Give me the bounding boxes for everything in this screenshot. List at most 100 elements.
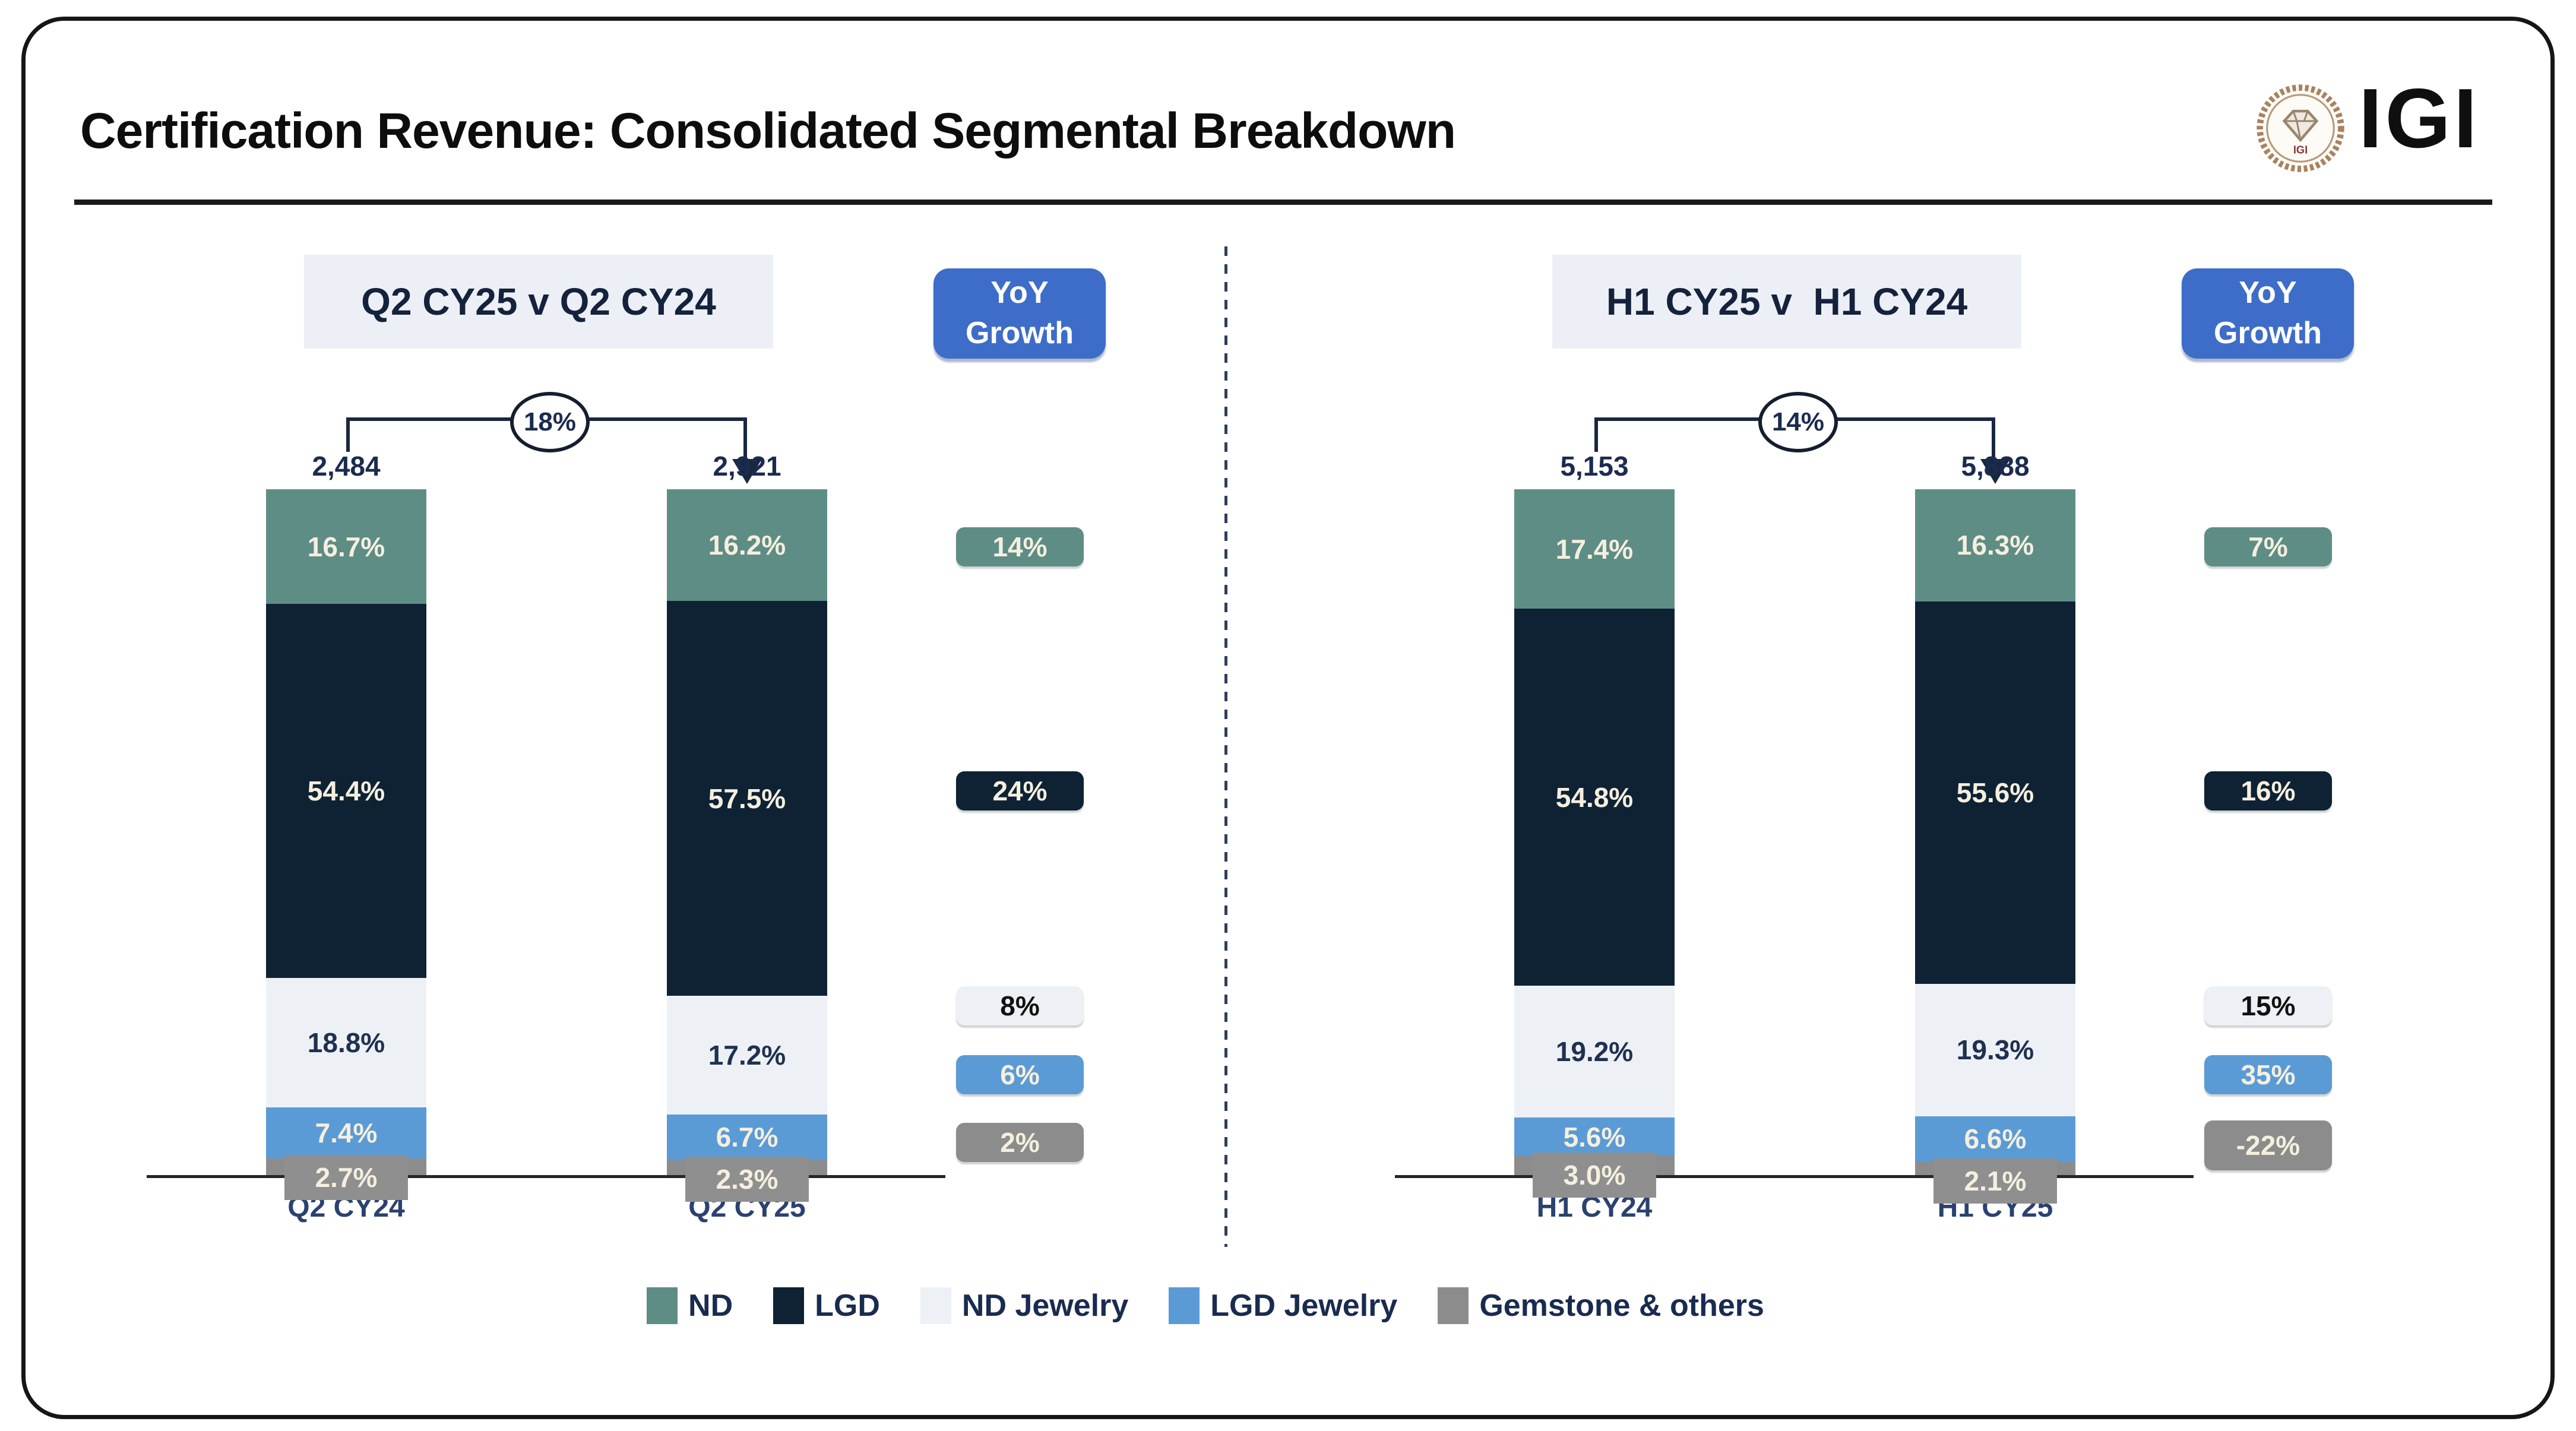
x-axis-line [1395, 1175, 2194, 1178]
total-growth-value: 18% [523, 407, 577, 436]
stacked-bar-q2cy24: 16.7% 54.4% 18.8% 7.4% 2.7% [266, 489, 426, 1200]
stacked-bar-h1cy25: 16.3% 55.6% 19.3% 6.6% 2.1% [1915, 489, 2075, 1204]
total-growth-value: 14% [1771, 407, 1825, 436]
bar-segment-lgd: 54.4% [266, 604, 426, 979]
svg-text:IGI: IGI [2293, 144, 2308, 156]
segment-value-tag: 2.1% [1933, 1158, 2057, 1204]
bar-segment-nd: 16.7% [266, 489, 426, 604]
bar-segment-gemstone: 3.0% [1514, 1153, 1675, 1198]
legend-swatch-icon [1438, 1287, 1469, 1324]
page-title: Certification Revenue: Consolidated Segm… [80, 103, 1456, 159]
chart-panel-q2: Q2 CY25 v Q2 CY24 YoY Growth 18% 2,484 2… [147, 255, 1106, 1223]
legend-label: LGD Jewelry [1210, 1288, 1398, 1323]
bar-segment-nd: 16.2% [667, 489, 827, 601]
bar-segment-lgd: 55.6% [1915, 601, 2075, 984]
segment-value-label: 54.4% [307, 775, 385, 807]
slide-border [21, 17, 2555, 1419]
bar-segment-lgd-jewelry: 6.6% [1915, 1116, 2075, 1162]
segment-value-label: 16.2% [708, 529, 786, 561]
igi-logo-text: IGI [2359, 71, 2480, 166]
legend-item-gemstone: Gemstone & others [1438, 1287, 1764, 1324]
bar-total: 2,484 [312, 451, 381, 482]
segment-value-label: 16.7% [307, 531, 385, 562]
growth-badge-nd: 14% [956, 527, 1084, 566]
bar-segment-nd-jewelry: 19.2% [1514, 986, 1675, 1118]
segment-value-tag: 3.0% [1533, 1153, 1656, 1198]
growth-arrow-head-icon [1980, 459, 2010, 484]
legend-label: ND [688, 1288, 733, 1323]
yoy-label-line1: YoY [990, 276, 1049, 311]
segment-value-label: 17.4% [1555, 533, 1634, 565]
bar-total: 2,921 [713, 451, 781, 482]
yoy-growth-badge: YoY Growth [933, 268, 1106, 359]
legend-item-nd: ND [647, 1287, 733, 1324]
bar-segment-lgd: 54.8% [1514, 609, 1675, 986]
legend-item-lgd-jewelry: LGD Jewelry [1169, 1287, 1397, 1324]
period-header: H1 CY25 v H1 CY24 [1552, 255, 2021, 349]
legend-item-lgd: LGD [773, 1287, 880, 1324]
segment-value-label: 19.3% [1956, 1034, 2034, 1066]
growth-badge-nd-jewelry: 15% [2204, 986, 2332, 1025]
bar-segment-gemstone: 2.1% [1915, 1158, 2075, 1204]
bar-segment-nd: 17.4% [1514, 489, 1675, 609]
total-growth-ellipse: 18% [510, 392, 590, 452]
growth-badge-lgd: 16% [2204, 771, 2332, 811]
bar-segment-nd-jewelry: 19.3% [1915, 983, 2075, 1117]
stacked-bar-q2cy25: 16.2% 57.5% 17.2% 6.7% 2.3% [667, 489, 827, 1202]
segment-value-label: 7.4% [315, 1117, 378, 1148]
segment-value-label: 6.6% [1964, 1123, 2027, 1155]
segment-value-label: 18.8% [307, 1027, 385, 1059]
legend-label: ND Jewelry [961, 1288, 1129, 1323]
segment-value-tag: 2.7% [284, 1154, 408, 1200]
bar-segment-nd-jewelry: 17.2% [667, 996, 827, 1115]
legend-label: LGD [815, 1288, 880, 1323]
bar-total: 5,888 [1961, 451, 2030, 482]
stacked-bar-h1cy24: 17.4% 54.8% 19.2% 5.6% 3.0% [1514, 489, 1675, 1198]
bar-segment-lgd-jewelry: 6.7% [667, 1114, 827, 1161]
period-header: Q2 CY25 v Q2 CY24 [304, 255, 773, 349]
segment-value-tag: 2.3% [685, 1157, 809, 1202]
segment-value-label: 6.7% [716, 1122, 779, 1153]
yoy-label-line1: YoY [2239, 276, 2297, 311]
segment-value-label: 57.5% [708, 783, 786, 814]
legend-item-nd-jewelry: ND Jewelry [920, 1287, 1128, 1324]
growth-arrow-end [1992, 417, 1995, 460]
growth-badge-gemstone: -22% [2204, 1120, 2332, 1170]
bar-segment-nd-jewelry: 18.8% [266, 978, 426, 1108]
segment-value-label: 17.2% [708, 1040, 786, 1071]
yoy-label-line2: Growth [2214, 316, 2322, 350]
growth-arrow-head-icon [732, 459, 762, 484]
bar-segment-lgd-jewelry: 7.4% [266, 1107, 426, 1158]
segment-value-label: 5.6% [1563, 1121, 1626, 1153]
segment-value-label: 19.2% [1555, 1036, 1634, 1068]
growth-arrow-end [743, 417, 747, 460]
legend-swatch-icon [773, 1287, 805, 1324]
chart-legend: ND LGD ND Jewelry LGD Jewelry Gemstone &… [0, 1287, 2411, 1324]
growth-badge-lgd: 24% [956, 771, 1084, 811]
growth-arrow-start [346, 417, 350, 452]
growth-badge-gemstone: 2% [956, 1123, 1084, 1162]
title-underline [74, 200, 2492, 205]
yoy-label-line2: Growth [966, 316, 1074, 350]
legend-swatch-icon [920, 1287, 951, 1324]
legend-label: Gemstone & others [1479, 1288, 1764, 1323]
chart-panel-h1: H1 CY25 v H1 CY24 YoY Growth 14% 5,153 5… [1248, 0, 2536, 1431]
bar-segment-gemstone: 2.3% [667, 1157, 827, 1202]
igi-seal-icon: IGI [2257, 84, 2344, 172]
legend-swatch-icon [1169, 1287, 1200, 1324]
growth-badge-nd: 7% [2204, 527, 2332, 566]
bar-segment-gemstone: 2.7% [266, 1154, 426, 1200]
x-axis-line [147, 1175, 945, 1178]
panel-divider [1224, 246, 1227, 1247]
legend-swatch-icon [647, 1287, 678, 1324]
growth-badge-nd-jewelry: 8% [956, 986, 1084, 1025]
total-growth-ellipse: 14% [1758, 392, 1838, 452]
bar-segment-nd: 16.3% [1915, 489, 2075, 601]
bar-segment-lgd-jewelry: 5.6% [1514, 1117, 1675, 1157]
bar-segment-lgd: 57.5% [667, 600, 827, 996]
segment-value-label: 55.6% [1956, 777, 2034, 808]
yoy-growth-badge: YoY Growth [2182, 268, 2354, 359]
growth-arrow-start [1594, 417, 1598, 452]
segment-value-label: 16.3% [1956, 530, 2034, 561]
bar-total: 5,153 [1560, 451, 1629, 482]
